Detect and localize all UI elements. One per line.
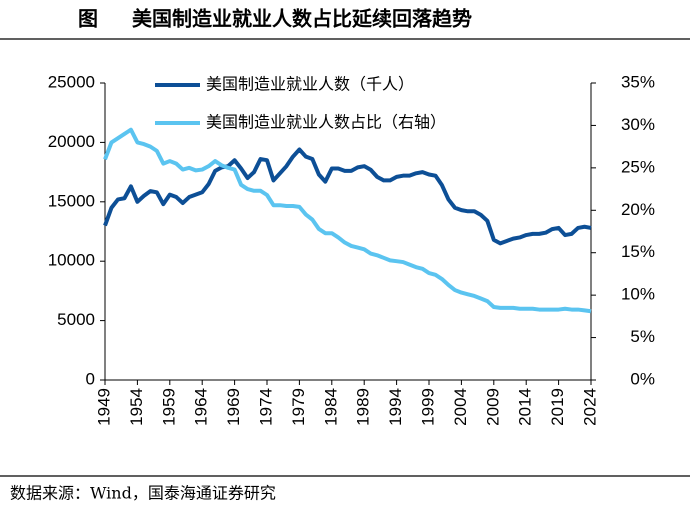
y2-tick-label: 5% — [630, 327, 655, 346]
x-tick-label: 1969 — [224, 388, 243, 426]
x-tick-label: 1989 — [354, 388, 373, 426]
y2-tick-label: 35% — [621, 72, 655, 91]
x-tick-label: 1979 — [289, 388, 308, 426]
y2-tick-label: 25% — [621, 157, 655, 176]
series-line — [103, 147, 592, 246]
y2-tick-label: 10% — [621, 285, 655, 304]
figure-label: 图 — [78, 7, 98, 31]
x-tick-label: 1974 — [256, 388, 275, 426]
y2-tick-label: 30% — [621, 115, 655, 134]
y2-tick-label: 15% — [621, 242, 655, 261]
x-tick-label: 2024 — [580, 388, 599, 426]
source: 数据来源：Wind，国泰海通证券研究 — [10, 484, 276, 503]
x-tick-label: 2009 — [483, 388, 502, 426]
y2-tick-label: 20% — [621, 200, 655, 219]
x-tick-label: 1964 — [192, 388, 211, 426]
x-tick-label: 1954 — [127, 388, 146, 426]
x-tick-label: 1949 — [94, 388, 113, 426]
x-tick-label: 2004 — [451, 388, 470, 426]
x-tick-label: 2014 — [516, 388, 535, 426]
chart-title: 美国制造业就业人数占比延续回落趋势 — [132, 7, 472, 31]
x-tick-label: 1999 — [418, 388, 437, 426]
x-tick-label: 1984 — [321, 388, 340, 426]
x-tick-label: 1959 — [159, 388, 178, 426]
y-tick-label: 5000 — [57, 310, 95, 329]
y2-tick-label: 0% — [630, 369, 655, 388]
series-line — [103, 127, 592, 314]
y-tick-label: 25000 — [48, 72, 95, 91]
x-tick-label: 2019 — [548, 388, 567, 426]
y-tick-label: 0 — [86, 369, 95, 388]
legend-label: 美国制造业就业人数占比（右轴） — [206, 113, 446, 132]
legend-label: 美国制造业就业人数（千人） — [206, 75, 414, 94]
y-tick-label: 10000 — [48, 251, 95, 270]
y-tick-label: 15000 — [48, 191, 95, 210]
x-tick-label: 1994 — [386, 388, 405, 426]
y-tick-label: 20000 — [48, 132, 95, 151]
